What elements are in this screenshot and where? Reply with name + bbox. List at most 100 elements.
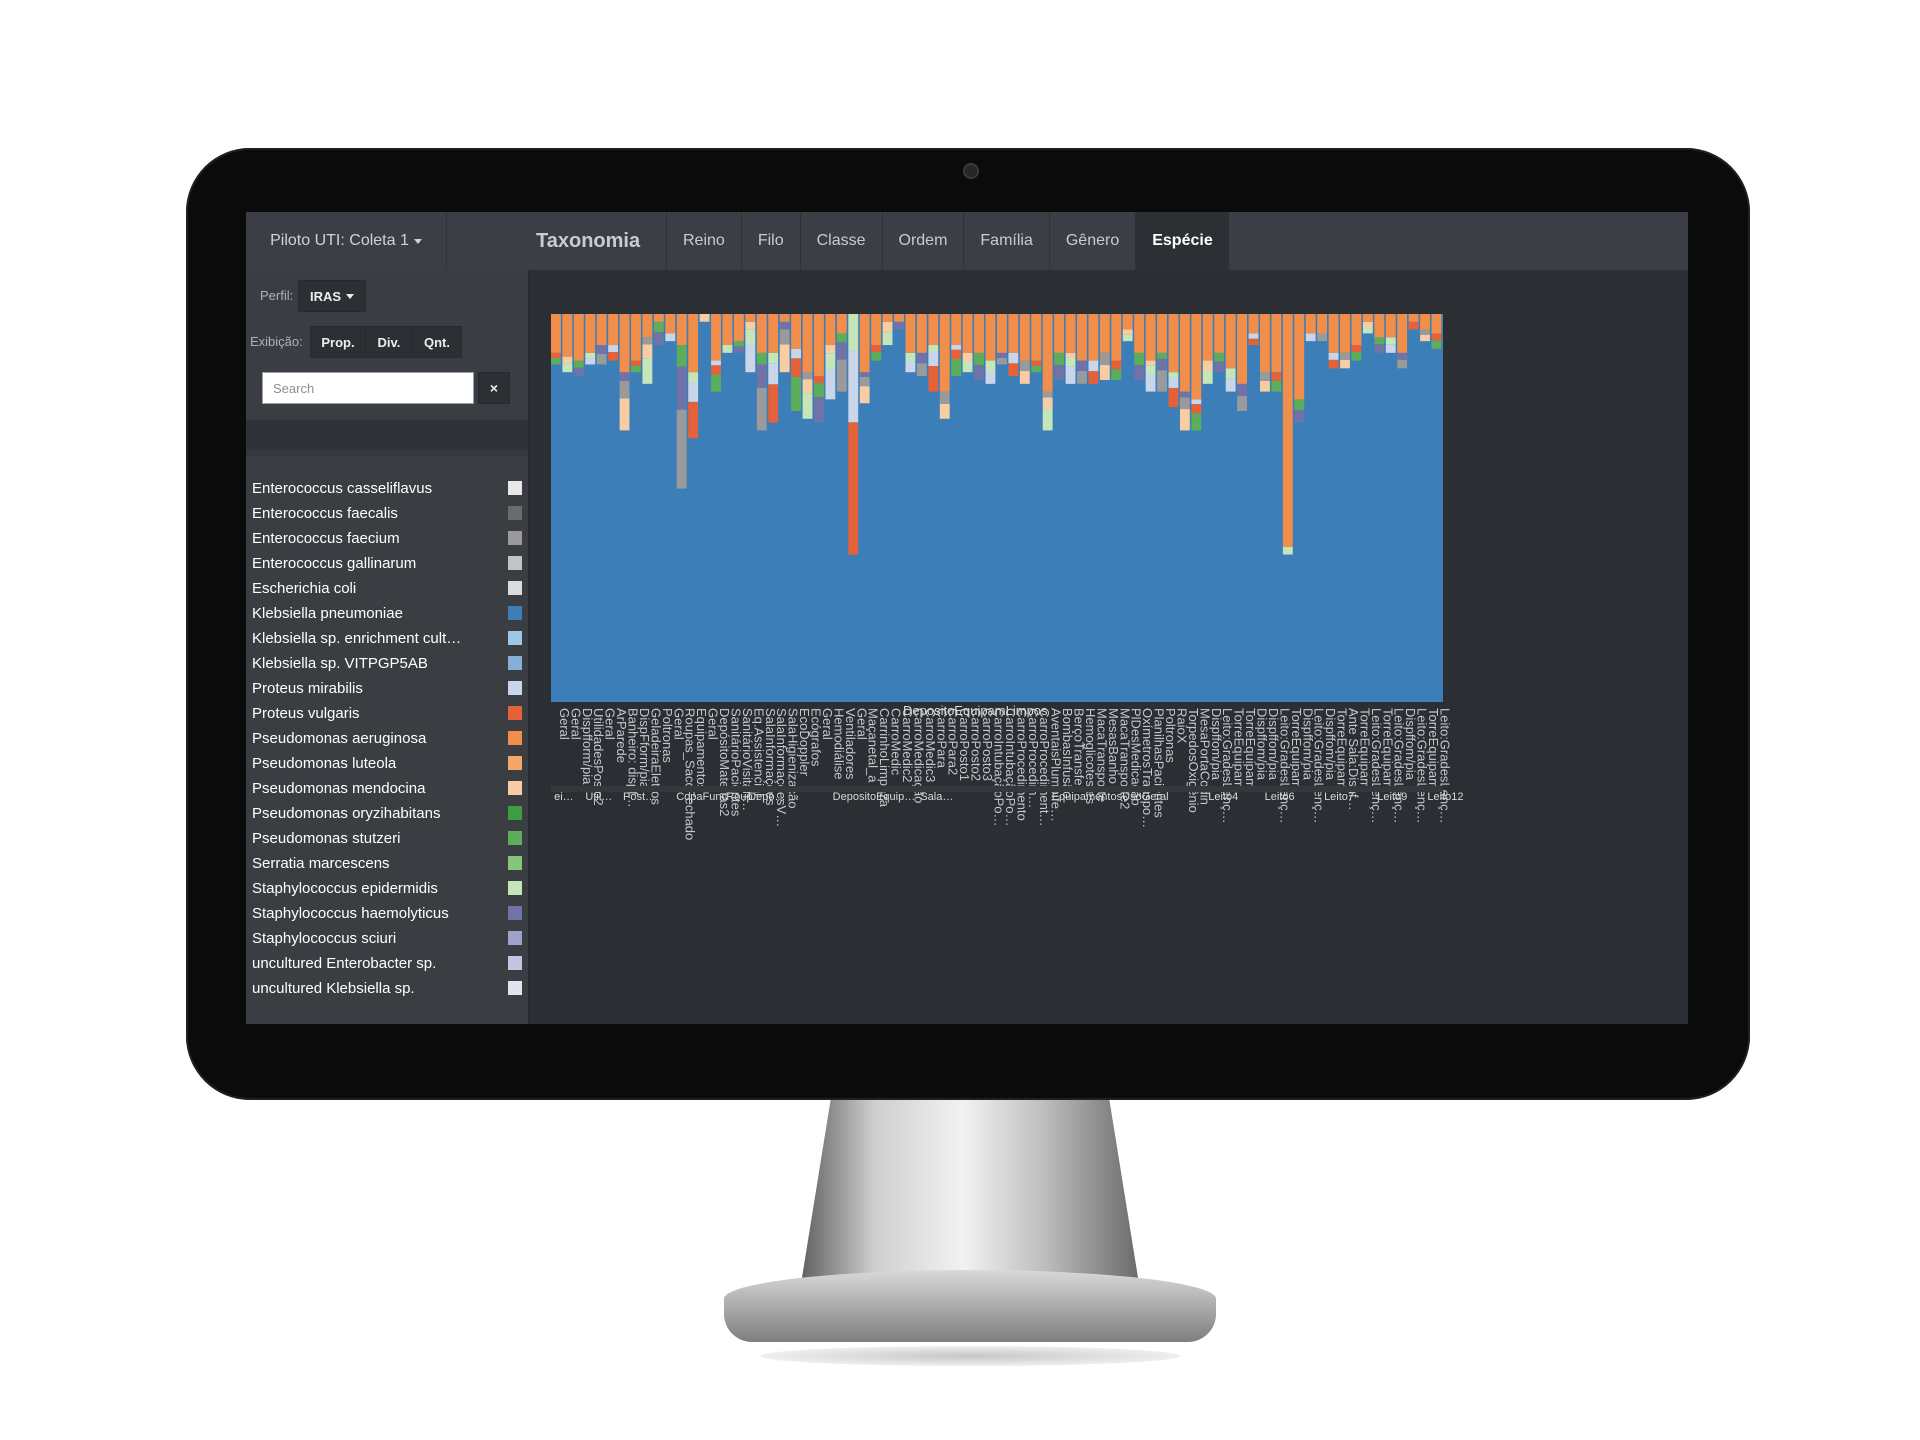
bar-segment-aeruginosa[interactable] [779, 314, 790, 322]
bar-segment-other[interactable] [1328, 352, 1339, 360]
bar-segment-other[interactable] [1374, 337, 1385, 345]
legend-swatch[interactable] [508, 656, 522, 670]
legend-swatch[interactable] [508, 631, 522, 645]
bar-segment-other[interactable] [859, 376, 870, 387]
bar-segment-other[interactable] [814, 383, 824, 398]
bar-segment-other[interactable] [985, 360, 996, 372]
bar-segment-other[interactable] [1340, 352, 1350, 360]
bar-segment-aeruginosa[interactable] [1340, 314, 1350, 353]
bar-segment-klebsiella[interactable] [1225, 391, 1236, 702]
bar-segment-klebsiella[interactable] [1031, 372, 1042, 702]
legend-item[interactable]: Staphylococcus epidermidis [246, 876, 528, 901]
bar-segment-other[interactable] [1077, 371, 1087, 384]
bar-segment-klebsiella[interactable] [871, 360, 882, 702]
bar-segment-other[interactable] [1168, 377, 1179, 388]
legend-item[interactable]: Pseudomonas mendocina [246, 776, 528, 801]
bar-segment-other[interactable] [1385, 337, 1396, 345]
bar-segment-klebsiella[interactable] [1145, 391, 1156, 702]
bar-segment-klebsiella[interactable] [1111, 379, 1122, 702]
bar-segment-other[interactable] [1134, 365, 1145, 380]
bar-segment-other[interactable] [768, 384, 779, 423]
bar-segment-klebsiella[interactable] [1420, 341, 1430, 702]
bar-segment-klebsiella[interactable] [1237, 411, 1247, 702]
legend-swatch[interactable] [508, 681, 522, 695]
bar-segment-other[interactable] [688, 401, 699, 439]
bar-segment-aeruginosa[interactable] [1294, 314, 1305, 400]
bar-segment-other[interactable] [1202, 371, 1213, 384]
bar-segment-aeruginosa[interactable] [562, 314, 573, 357]
bar-segment-other[interactable] [962, 361, 973, 373]
bar-segment-other[interactable] [699, 314, 710, 322]
bar-segment-aeruginosa[interactable] [1168, 314, 1179, 373]
bar-segment-other[interactable] [665, 333, 676, 342]
bar-segment-other[interactable] [1008, 352, 1019, 364]
bar-segment-klebsiella[interactable] [882, 345, 893, 702]
bar-segment-klebsiella[interactable] [814, 422, 824, 702]
bar-segment-other[interactable] [1385, 344, 1396, 353]
bar-segment-other[interactable] [1179, 409, 1190, 431]
bar-segment-other[interactable] [1397, 352, 1408, 360]
bar-segment-aeruginosa[interactable] [939, 314, 950, 392]
bar-segment-other[interactable] [791, 376, 801, 411]
bar-segment-aeruginosa[interactable] [1134, 314, 1145, 353]
legend-swatch[interactable] [508, 881, 522, 895]
bar-segment-aeruginosa[interactable] [791, 314, 801, 349]
bar-segment-other[interactable] [1157, 352, 1167, 359]
profile-dropdown[interactable]: IRAS [298, 280, 366, 312]
bar-segment-aeruginosa[interactable] [985, 314, 996, 361]
bar-segment-klebsiella[interactable] [1042, 430, 1053, 702]
bar-segment-other[interactable] [1019, 371, 1030, 384]
bar-segment-other[interactable] [1168, 372, 1179, 378]
legend-swatch[interactable] [508, 806, 522, 820]
bar-segment-other[interactable] [848, 422, 859, 555]
bar-segment-aeruginosa[interactable] [951, 314, 962, 346]
bar-segment-other[interactable] [1157, 358, 1167, 371]
bar-segment-other[interactable] [848, 314, 859, 351]
tab-espécie[interactable]: Espécie [1135, 212, 1229, 270]
bar-segment-aeruginosa[interactable] [1420, 314, 1430, 330]
bar-segment-other[interactable] [1122, 329, 1133, 335]
bar-segment-aeruginosa[interactable] [1054, 314, 1065, 353]
bar-segment-klebsiella[interactable] [585, 364, 596, 702]
bar-segment-aeruginosa[interactable] [653, 314, 664, 322]
bar-segment-other[interactable] [974, 365, 984, 380]
bar-segment-other[interactable] [642, 344, 653, 359]
bar-segment-other[interactable] [1054, 352, 1065, 366]
bar-segment-other[interactable] [756, 352, 767, 365]
bar-segment-other[interactable] [779, 321, 790, 330]
bar-segment-other[interactable] [1157, 370, 1167, 392]
bar-segment-klebsiella[interactable] [562, 372, 573, 702]
bar-segment-other[interactable] [1134, 352, 1145, 366]
legend-item[interactable]: Klebsiella pneumoniae [246, 601, 528, 626]
bar-segment-other[interactable] [951, 359, 962, 377]
bar-segment-other[interactable] [1271, 380, 1282, 392]
bar-segment-other[interactable] [825, 353, 836, 370]
bar-segment-aeruginosa[interactable] [1237, 314, 1247, 384]
bar-segment-other[interactable] [1122, 334, 1133, 342]
bar-segment-aeruginosa[interactable] [1145, 314, 1156, 361]
legend-swatch[interactable] [508, 531, 522, 545]
bar-segment-klebsiella[interactable] [665, 341, 676, 702]
bar-segment-other[interactable] [1420, 334, 1430, 342]
bar-segment-aeruginosa[interactable] [768, 314, 779, 353]
bar-segment-other[interactable] [642, 358, 653, 384]
legend-item[interactable]: Klebsiella sp. VITPGP5AB [246, 651, 528, 676]
bar-segment-other[interactable] [1294, 399, 1305, 410]
bar-segment-klebsiella[interactable] [997, 364, 1007, 702]
search-input[interactable] [262, 372, 474, 404]
bar-segment-klebsiella[interactable] [1054, 379, 1065, 702]
bar-segment-other[interactable] [836, 359, 847, 392]
bar-segment-aeruginosa[interactable] [631, 314, 641, 361]
bar-segment-klebsiella[interactable] [653, 345, 664, 702]
bar-segment-other[interactable] [1340, 359, 1350, 369]
legend-item[interactable]: Staphylococcus sciuri [246, 926, 528, 951]
bar-segment-aeruginosa[interactable] [1191, 314, 1202, 400]
bar-segment-other[interactable] [928, 352, 939, 366]
bar-segment-other[interactable] [722, 345, 733, 353]
legend-swatch[interactable] [508, 556, 522, 570]
legend-item[interactable]: Proteus mirabilis [246, 676, 528, 701]
bar-segment-other[interactable] [1374, 344, 1385, 353]
bar-segment-aeruginosa[interactable] [722, 314, 733, 346]
bar-segment-other[interactable] [745, 344, 756, 373]
bar-segment-other[interactable] [1145, 365, 1156, 375]
